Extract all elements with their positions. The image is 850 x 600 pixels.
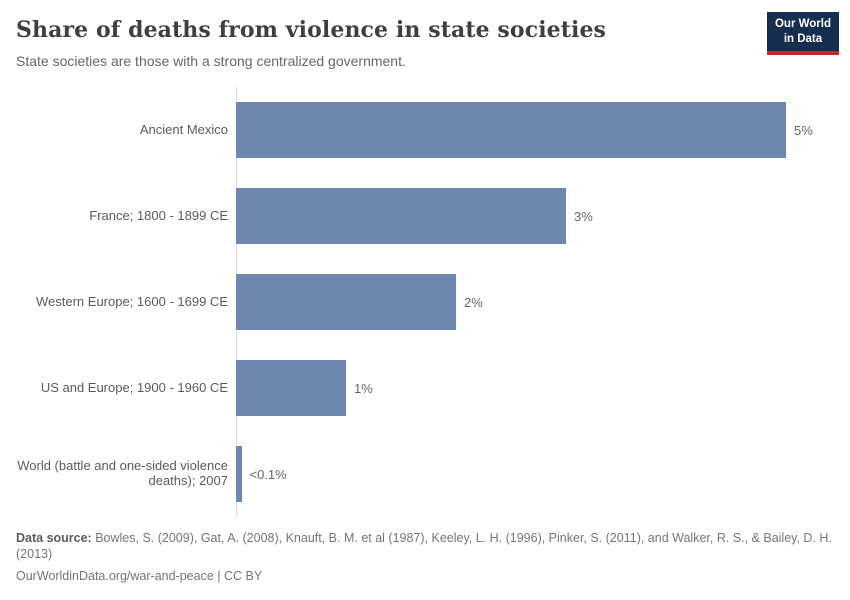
category-label: Western Europe; 1600 - 1699 CE [36, 293, 228, 309]
chart-footer: Data source: Bowles, S. (2009), Gat, A. … [16, 531, 834, 584]
bar-area: 3% [236, 188, 834, 245]
bar-area: <0.1% [236, 446, 834, 503]
value-label: 3% [574, 208, 593, 224]
bar [236, 102, 786, 159]
category-label: US and Europe; 1900 - 1960 CE [40, 379, 228, 395]
bar [236, 360, 346, 417]
bar [236, 188, 566, 245]
category-label: Ancient Mexico [139, 121, 228, 137]
owid-logo-line2: in Data [783, 32, 823, 45]
data-source-label: Data source: [16, 531, 92, 546]
value-label: 2% [464, 294, 483, 310]
category-label: World (battle and one-sided violence dea… [17, 458, 228, 489]
license-line: OurWorldinData.org/war-and-peace | CC BY [16, 568, 263, 583]
bar [236, 274, 456, 331]
owid-logo: Our World in Data [766, 12, 839, 55]
category-label: France; 1800 - 1899 CE [89, 207, 228, 223]
bar-row: Ancient Mexico 5% [16, 87, 834, 173]
bar-row: World (battle and one-sided violence dea… [16, 431, 834, 517]
owid-logo-line1: Our World [774, 18, 831, 30]
value-label: <0.1% [249, 466, 287, 482]
chart-subtitle: State societies are those with a strong … [16, 52, 406, 69]
value-label: 5% [794, 122, 813, 138]
bar-row: US and Europe; 1900 - 1960 CE 1% [16, 345, 834, 431]
chart-title: Share of deaths from violence in state s… [16, 17, 607, 43]
bar-row: France; 1800 - 1899 CE 3% [16, 173, 834, 259]
bar-row: Western Europe; 1600 - 1699 CE 2% [16, 259, 834, 345]
data-source-text: Bowles, S. (2009), Gat, A. (2008), Knauf… [16, 531, 832, 562]
bar-area: 1% [236, 360, 834, 417]
bar-chart: Ancient Mexico 5% France; 1800 - 1899 CE… [16, 87, 834, 518]
chart-header: Share of deaths from violence in state s… [0, 0, 850, 69]
data-source-line: Data source: Bowles, S. (2009), Gat, A. … [16, 531, 834, 562]
bar-area: 2% [236, 274, 834, 331]
value-label: 1% [354, 380, 373, 396]
bar-area: 5% [236, 102, 834, 159]
bar [236, 446, 242, 503]
